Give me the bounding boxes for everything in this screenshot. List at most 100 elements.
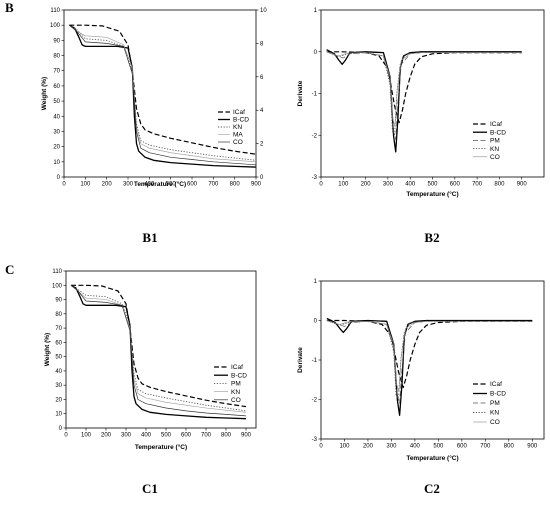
x-tick-label: 600 (187, 182, 198, 188)
x-tick-label: 100 (339, 444, 350, 450)
x-axis-title: Temperature (°C) (135, 443, 187, 451)
chart-c2: 0 100 200 300 400 500 600 700 800 900 -3 -2 -1 0 1 Temp… (297, 279, 545, 496)
y-axis-title: Derivate (297, 347, 304, 373)
legend-label-co: CO (490, 154, 500, 161)
plot-frame (320, 280, 545, 440)
x-tick-label: 600 (450, 182, 461, 188)
x-tick-label: 600 (181, 433, 192, 439)
y-tick-label: 30 (53, 129, 60, 135)
y-axis-title: Weight (%) (44, 333, 51, 366)
chart-b2: 0 100 200 300 400 500 600 700 800 900 -3 -2 -1 0 1 Temp… (297, 8, 545, 245)
y-tick-label: 60 (55, 340, 62, 346)
legend-label-co: CO (233, 139, 243, 146)
x-tick-label: 400 (405, 182, 416, 188)
series-line-icaf (71, 284, 247, 408)
y-tick-label: -1 (312, 92, 318, 98)
x-tick-label: 0 (319, 444, 323, 450)
y-tick-label: 100 (50, 23, 61, 29)
x-tick-label: 0 (319, 182, 323, 188)
y-tick-label: 20 (55, 397, 62, 403)
y-tick-label: 0 (59, 426, 63, 432)
series-line-co (326, 320, 533, 392)
x-tick-label: 0 (62, 182, 66, 188)
series-line-b-cd (70, 284, 247, 420)
y-tick-label: 40 (55, 369, 62, 375)
plot-frame (320, 9, 545, 178)
y-tick-label: -2 (312, 398, 318, 404)
y-tick-label: 20 (53, 145, 60, 151)
chart-panels: 0 100 200 300 400 500 600 700 800 900010203040506… (41, 8, 545, 496)
y2-tick-label: 8 (260, 41, 264, 47)
chart-c1: 0 100 200 300 400 500 600 700 800 900 0 10 20 30 40 50 6… (44, 269, 257, 496)
series-line-kn (69, 24, 257, 161)
x-tick-label: 400 (141, 433, 152, 439)
x-tick-label: 400 (410, 444, 421, 450)
y-tick-label: 80 (53, 54, 60, 60)
y2-tick-label: 4 (260, 108, 264, 114)
y2-tick-label: 10 (260, 8, 267, 14)
y-tick-label: 0 (314, 319, 318, 325)
x-tick-label: 700 (480, 444, 491, 450)
legend-label-icaf: ICaf (490, 381, 502, 388)
legend-label-b-cd: B-CD (231, 372, 247, 379)
x-axis-title: Temperature (°C) (406, 190, 458, 198)
x-axis-title: Temperature (°C) (134, 180, 186, 188)
legend-label-icaf: ICaf (233, 109, 245, 116)
plot-frame (63, 9, 257, 178)
y-tick-label: 60 (53, 84, 60, 90)
y-tick-label: 90 (55, 298, 62, 304)
y-tick-label: 110 (52, 269, 62, 275)
series-line-icaf (326, 319, 533, 389)
y-tick-label: 70 (53, 69, 60, 75)
y-tick-label: -3 (312, 175, 318, 181)
y-tick-label: 30 (55, 383, 62, 389)
series-line-b-cd (326, 317, 533, 416)
x-tick-label: 900 (241, 433, 252, 439)
legend-label-co: CO (231, 397, 241, 404)
legend-label-pm: PM (490, 138, 500, 145)
legend-label-b-cd: B-CD (490, 391, 506, 398)
x-tick-label: 700 (472, 182, 483, 188)
y2-tick-label: 2 (260, 142, 264, 148)
x-tick-label: 200 (102, 182, 113, 188)
y-tick-label: 0 (314, 50, 318, 56)
legend-label-ma: MA (233, 132, 243, 139)
legend-label-kn: KN (233, 124, 242, 131)
y2-tick-label: 0 (260, 175, 264, 181)
plot-frame (65, 270, 257, 429)
y-tick-label: 90 (53, 38, 60, 44)
y-tick-label: 1 (314, 279, 318, 285)
series-line-co (70, 285, 247, 417)
x-tick-label: 300 (121, 433, 132, 439)
x-tick-label: 300 (383, 182, 394, 188)
legend-label-pm: PM (231, 381, 241, 388)
y2-tick-label: 6 (260, 75, 264, 81)
legend-label-icaf: ICaf (231, 364, 243, 371)
legend-label-pm: PM (490, 400, 500, 407)
y-tick-label: 70 (55, 326, 62, 332)
legend-label-co: CO (490, 419, 500, 426)
y-axis-title: Derivate (297, 80, 304, 106)
series-line-co (69, 24, 257, 166)
series-line-kn (326, 320, 533, 400)
panel-caption-c1: C1 (142, 481, 158, 496)
x-tick-label: 100 (80, 182, 91, 188)
panel-caption-b2: B2 (424, 230, 439, 245)
y-tick-label: 50 (55, 355, 62, 361)
chart-b1: 0 100 200 300 400 500 600 700 800 900010203040506… (41, 8, 267, 245)
y-tick-label: -2 (312, 133, 318, 139)
y-tick-label: 50 (53, 99, 60, 105)
x-tick-label: 200 (361, 182, 372, 188)
x-tick-label: 500 (161, 433, 172, 439)
panel-caption-c2: C2 (424, 481, 440, 496)
x-tick-label: 500 (427, 182, 438, 188)
series-line-co (326, 51, 522, 128)
x-tick-label: 200 (363, 444, 374, 450)
x-tick-label: 100 (338, 182, 349, 188)
legend-label-b-cd: B-CD (233, 117, 249, 124)
x-tick-label: 500 (433, 444, 444, 450)
x-tick-label: 800 (230, 182, 241, 188)
